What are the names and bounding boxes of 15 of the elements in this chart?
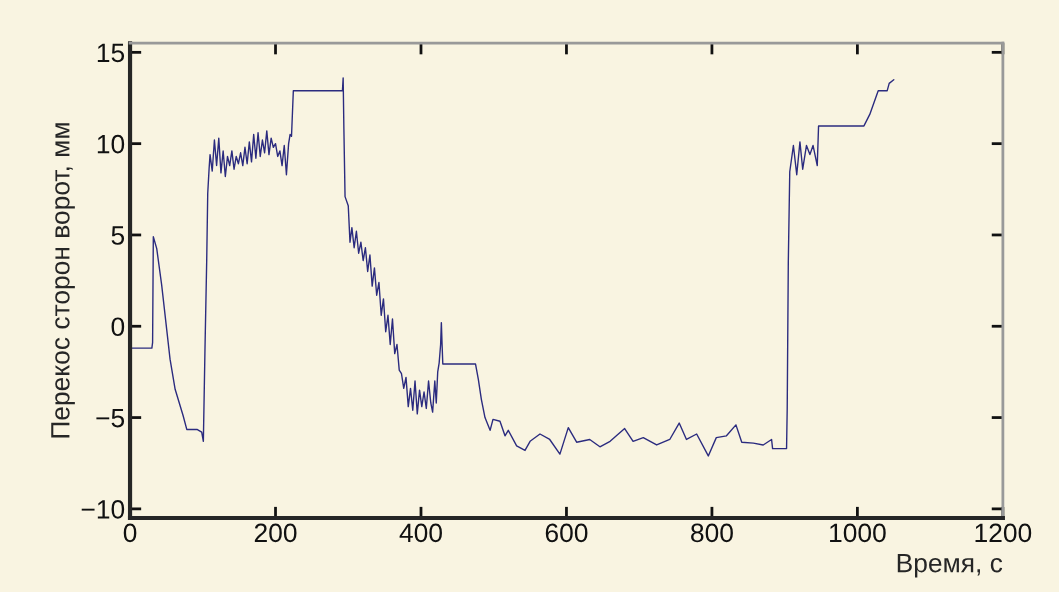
- x-tick-label: 1000: [830, 523, 886, 543]
- y-tick-label: 15: [97, 43, 125, 63]
- y-tick-label: −10: [81, 500, 125, 519]
- x-tick-label: 1200: [975, 523, 1032, 543]
- y-tick-label: 5: [111, 226, 125, 245]
- x-tick-label: 200: [254, 523, 297, 543]
- y-axis-title: Перекос сторон ворот, мм: [51, 123, 75, 438]
- x-axis-title: Время, с: [897, 553, 1003, 578]
- y-tick-label: 10: [97, 134, 125, 154]
- y-tick-label: −5: [96, 408, 125, 428]
- x-tick-label: 600: [545, 523, 588, 543]
- line-series: [130, 77, 895, 457]
- x-tick-label: 800: [691, 523, 733, 543]
- x-tick-label: 400: [399, 523, 442, 543]
- y-tick-label: 0: [111, 317, 125, 337]
